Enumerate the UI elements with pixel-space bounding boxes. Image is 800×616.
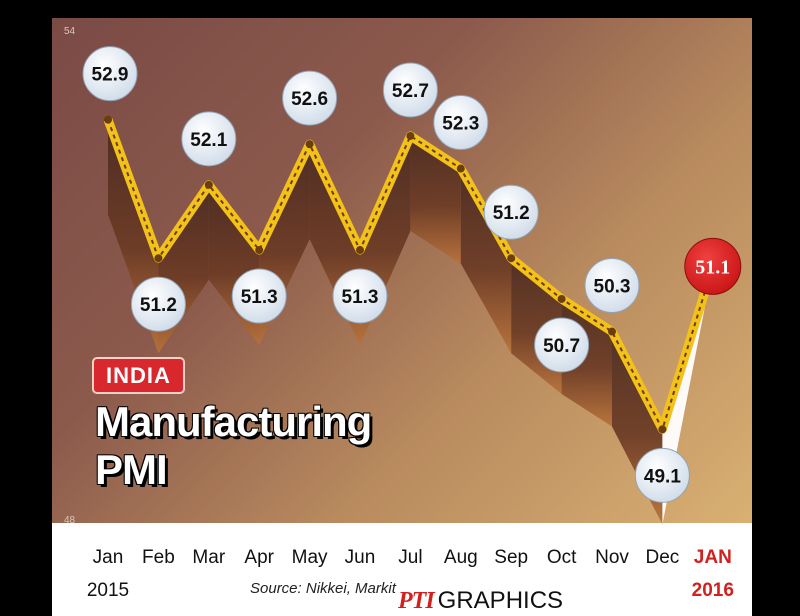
value-bubble — [684, 237, 742, 295]
x-tick-label: Jun — [345, 547, 376, 568]
pti-wordmark: PTI — [398, 587, 435, 614]
data-point — [456, 164, 465, 173]
axis-layer: 54 48 Jan Feb Mar Apr May Jun Jul Aug Sep Oct Nov Dec… — [64, 26, 734, 601]
data-label: 52.7 — [392, 81, 429, 102]
value-bubble — [584, 258, 640, 314]
data-label: 50.3 — [594, 277, 631, 298]
data-label: 51.2 — [493, 203, 530, 224]
axis-band — [52, 523, 752, 616]
value-bubble — [332, 268, 388, 324]
data-label: 49.1 — [644, 466, 681, 487]
year-label-end: 2016 — [692, 580, 734, 601]
data-label: 51.3 — [241, 287, 278, 308]
ribbon-shadow-layer — [108, 119, 713, 525]
graphics-wordmark: GRAPHICS — [437, 587, 564, 614]
x-tick-label: Nov — [595, 547, 629, 568]
value-bubble — [433, 95, 489, 151]
chart-title: Manufacturing PMI — [95, 398, 372, 493]
data-point — [154, 254, 163, 263]
value-bubble — [82, 46, 138, 102]
x-tick-label: Sep — [494, 547, 528, 568]
data-point — [507, 254, 516, 263]
data-point — [608, 327, 616, 336]
y-tick-label: 54 — [64, 26, 76, 37]
x-tick-label: Dec — [646, 547, 680, 568]
value-bubble — [231, 268, 287, 324]
value-bubble — [130, 276, 186, 332]
value-bubble — [634, 447, 690, 503]
data-label: 51.2 — [140, 295, 177, 316]
data-point — [557, 294, 566, 303]
value-bubble — [382, 62, 438, 118]
x-tick-label: Mar — [192, 547, 225, 568]
x-tick-label: Apr — [244, 547, 274, 568]
data-label: 52.1 — [190, 130, 227, 151]
data-label: 51.3 — [342, 287, 379, 308]
x-tick-label: Feb — [142, 547, 175, 568]
x-tick-label: Oct — [547, 547, 577, 568]
data-label: 51.1 — [695, 256, 730, 278]
source-note: Source: Nikkei, Markit — [250, 580, 396, 597]
x-tick-label: Jan — [93, 547, 124, 568]
data-point — [305, 140, 314, 149]
x-tick-label: May — [292, 547, 328, 568]
ribbon-segment — [410, 135, 461, 264]
data-label: 52.9 — [92, 65, 129, 86]
data-label: 50.7 — [543, 336, 580, 357]
data-point — [255, 246, 264, 255]
series-line-layer — [103, 115, 718, 434]
data-point — [406, 131, 415, 140]
data-point — [356, 246, 364, 255]
data-point — [658, 425, 667, 434]
value-bubble-layer: 52.9 51.2 52.1 51.3 52.6 51.3 52.7 52.3 51.2 50.7… — [82, 46, 742, 503]
value-bubble — [483, 184, 539, 240]
value-bubble — [282, 70, 338, 126]
x-tick-label: Aug — [444, 547, 478, 568]
x-tick-label: JAN — [694, 547, 732, 568]
data-point — [104, 115, 112, 124]
data-label: 52.3 — [442, 114, 479, 135]
pti-graphics-logo: PTI GRAPHICS — [398, 586, 563, 616]
ribbon-segment — [460, 168, 512, 354]
x-tick-label: Jul — [398, 547, 422, 568]
data-label: 52.6 — [291, 89, 328, 110]
country-tag: INDIA — [92, 357, 185, 394]
value-bubble — [534, 317, 590, 373]
y-tick-label: 48 — [64, 515, 76, 526]
data-point — [204, 180, 213, 189]
value-bubble — [181, 111, 237, 167]
year-label-start: 2015 — [87, 580, 129, 601]
